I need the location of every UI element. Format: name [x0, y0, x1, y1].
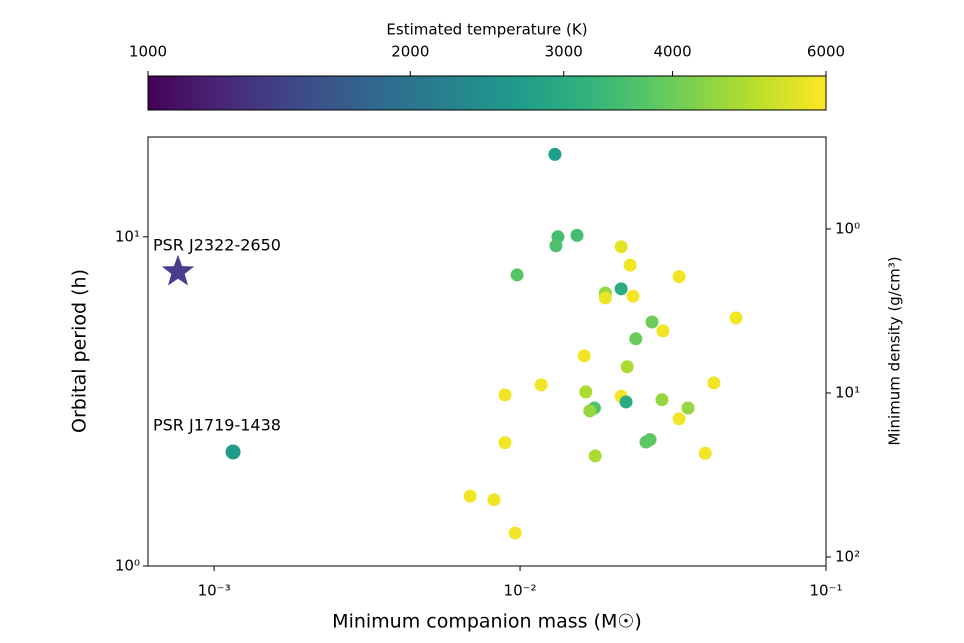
y2-tick-label: 10⁰: [835, 219, 860, 237]
point: [623, 258, 637, 272]
point: [498, 436, 512, 450]
pulsar-label: PSR J1719-1438: [153, 415, 281, 434]
colorbar-tick-label: 1000: [129, 43, 167, 61]
x-tick-label: 10⁻³: [198, 582, 231, 600]
colorbar-tick-label: 2000: [391, 43, 429, 61]
point: [534, 378, 548, 392]
point: [577, 349, 591, 363]
point: [672, 412, 686, 426]
point: [579, 385, 593, 399]
point: [626, 289, 640, 303]
point: [656, 324, 670, 338]
point: [463, 489, 477, 503]
colorbar-title: Estimated temperature (K): [386, 21, 587, 39]
y-axis-label: Orbital period (h): [69, 269, 91, 433]
point: [645, 315, 659, 329]
y2-tick-label: 10¹: [835, 383, 860, 401]
x-tick-label: 10⁻¹: [809, 582, 842, 600]
colorbar-tick-label: 4000: [653, 43, 691, 61]
colorbar-tick-label: 6000: [807, 43, 845, 61]
x-tick-label: 10⁻²: [504, 582, 537, 600]
point: [620, 360, 634, 374]
point: [588, 449, 602, 463]
point: [548, 147, 562, 161]
y2-axis-label: Minimum density (g/cm³): [886, 256, 904, 445]
point: [598, 291, 612, 305]
point: [549, 239, 563, 253]
plot-frame: [147, 136, 827, 567]
point: [619, 395, 633, 409]
colorbar: [147, 75, 827, 111]
pulsar-label: PSR J2322-2650: [153, 235, 281, 254]
point: [614, 240, 628, 254]
point: [629, 332, 643, 346]
pulsar-marker: [161, 254, 195, 286]
point: [614, 282, 628, 296]
point: [487, 493, 501, 507]
point: [583, 404, 597, 418]
point: [707, 376, 721, 390]
colorbar-tick-label: 3000: [545, 43, 583, 61]
point: [498, 388, 512, 402]
pulsar-marker: [225, 444, 241, 460]
y2-tick-label: 10²: [835, 547, 860, 565]
x-axis-label: Minimum companion mass (M☉): [332, 611, 642, 633]
y-tick-label: 10¹: [115, 227, 140, 245]
point: [655, 393, 669, 407]
point: [508, 526, 522, 540]
point: [639, 435, 653, 449]
point: [698, 446, 712, 460]
point: [510, 268, 524, 282]
point: [729, 311, 743, 325]
point: [570, 228, 584, 242]
point: [672, 270, 686, 284]
point: [681, 401, 695, 415]
y-tick-label: 10⁰: [115, 557, 140, 575]
